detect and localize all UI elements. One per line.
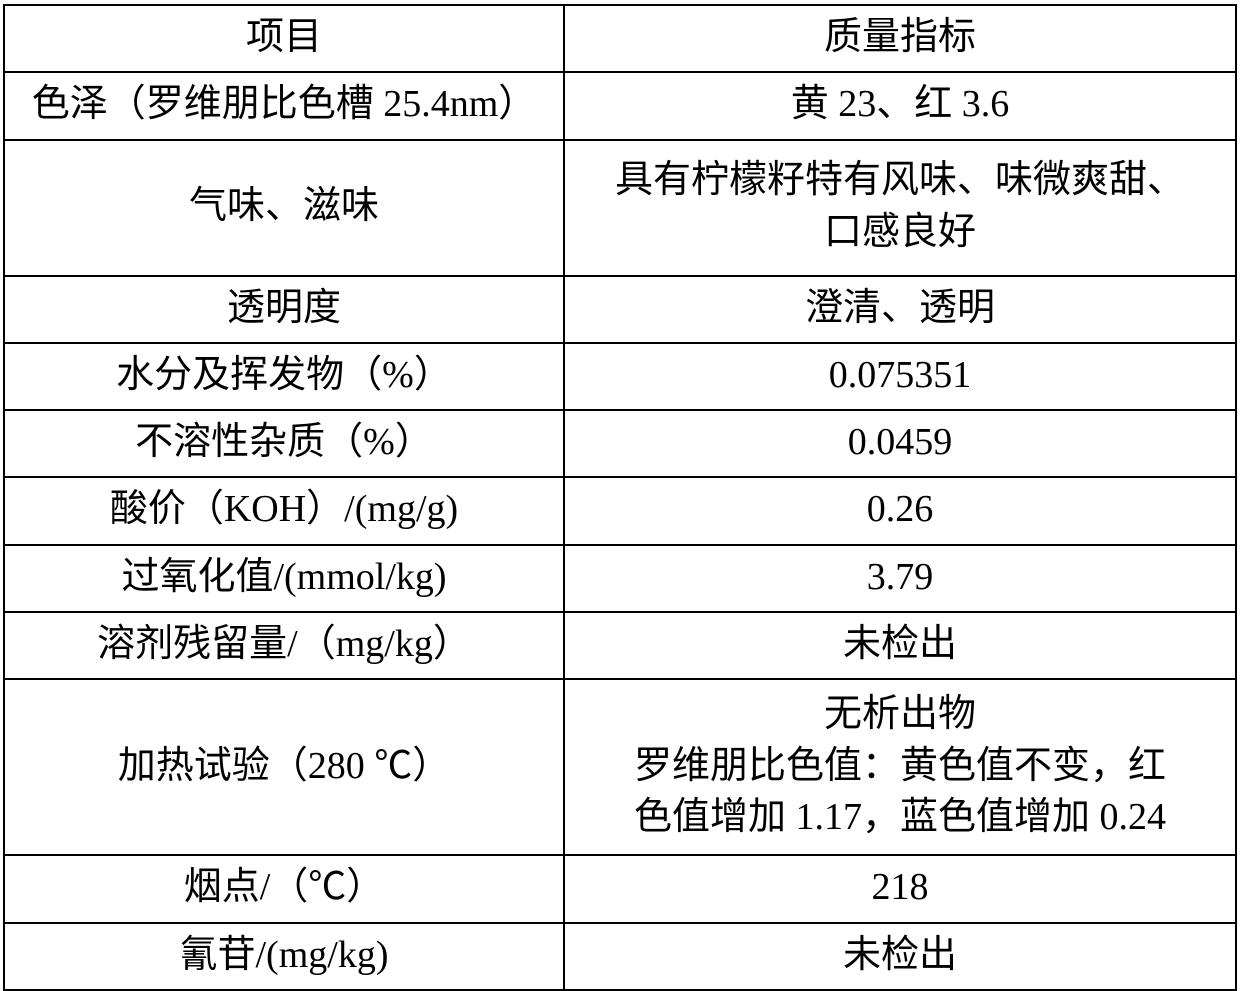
table-row: 透明度 澄清、透明 [4, 276, 1236, 343]
cell-value: 0.075351 [564, 343, 1236, 410]
cell-value: 未检出 [564, 923, 1236, 990]
cell-value-line: 罗维朋比色值：黄色值不变，红 [634, 745, 1166, 787]
cell-item: 不溶性杂质（%） [4, 410, 564, 477]
cell-value: 0.0459 [564, 410, 1236, 477]
cell-item: 透明度 [4, 276, 564, 343]
cell-item: 过氧化值/(mmol/kg) [4, 545, 564, 612]
cell-item: 色泽（罗维朋比色槽 25.4nm） [4, 72, 564, 139]
table-row: 气味、滋味 具有柠檬籽特有风味、味微爽甜、 口感良好 [4, 140, 1236, 276]
table-row: 氰苷/(mg/kg) 未检出 [4, 923, 1236, 990]
table-header-row: 项目 质量指标 [4, 5, 1236, 72]
table-row: 溶剂残留量/（mg/kg） 未检出 [4, 612, 1236, 679]
cell-value: 黄 23、红 3.6 [564, 72, 1236, 139]
cell-value-line: 具有柠檬籽特有风味、味微爽甜、 [615, 159, 1185, 201]
cell-value: 澄清、透明 [564, 276, 1236, 343]
table-row: 加热试验（280 ℃） 无析出物 罗维朋比色值：黄色值不变，红 色值增加 1.1… [4, 679, 1236, 855]
cell-value-line: 口感良好 [824, 211, 976, 253]
cell-value: 未检出 [564, 612, 1236, 679]
cell-item: 溶剂残留量/（mg/kg） [4, 612, 564, 679]
table-row: 酸价（KOH）/(mg/g) 0.26 [4, 477, 1236, 544]
cell-value-line: 色值增加 1.17，蓝色值增加 0.24 [634, 796, 1166, 838]
cell-item: 气味、滋味 [4, 140, 564, 276]
cell-item: 氰苷/(mg/kg) [4, 923, 564, 990]
cell-item: 加热试验（280 ℃） [4, 679, 564, 855]
header-cell-item: 项目 [4, 5, 564, 72]
cell-item: 烟点/（℃） [4, 855, 564, 922]
quality-spec-table: 项目 质量指标 色泽（罗维朋比色槽 25.4nm） 黄 23、红 3.6 气味、… [3, 4, 1237, 991]
table-row: 不溶性杂质（%） 0.0459 [4, 410, 1236, 477]
cell-value: 0.26 [564, 477, 1236, 544]
table-row: 色泽（罗维朋比色槽 25.4nm） 黄 23、红 3.6 [4, 72, 1236, 139]
cell-value: 无析出物 罗维朋比色值：黄色值不变，红 色值增加 1.17，蓝色值增加 0.24 [564, 679, 1236, 855]
cell-item: 酸价（KOH）/(mg/g) [4, 477, 564, 544]
cell-item: 水分及挥发物（%） [4, 343, 564, 410]
header-cell-spec: 质量指标 [564, 5, 1236, 72]
cell-value: 218 [564, 855, 1236, 922]
cell-value: 3.79 [564, 545, 1236, 612]
table-row: 烟点/（℃） 218 [4, 855, 1236, 922]
table-row: 过氧化值/(mmol/kg) 3.79 [4, 545, 1236, 612]
table-row: 水分及挥发物（%） 0.075351 [4, 343, 1236, 410]
cell-value-line: 无析出物 [824, 693, 976, 735]
cell-value: 具有柠檬籽特有风味、味微爽甜、 口感良好 [564, 140, 1236, 276]
